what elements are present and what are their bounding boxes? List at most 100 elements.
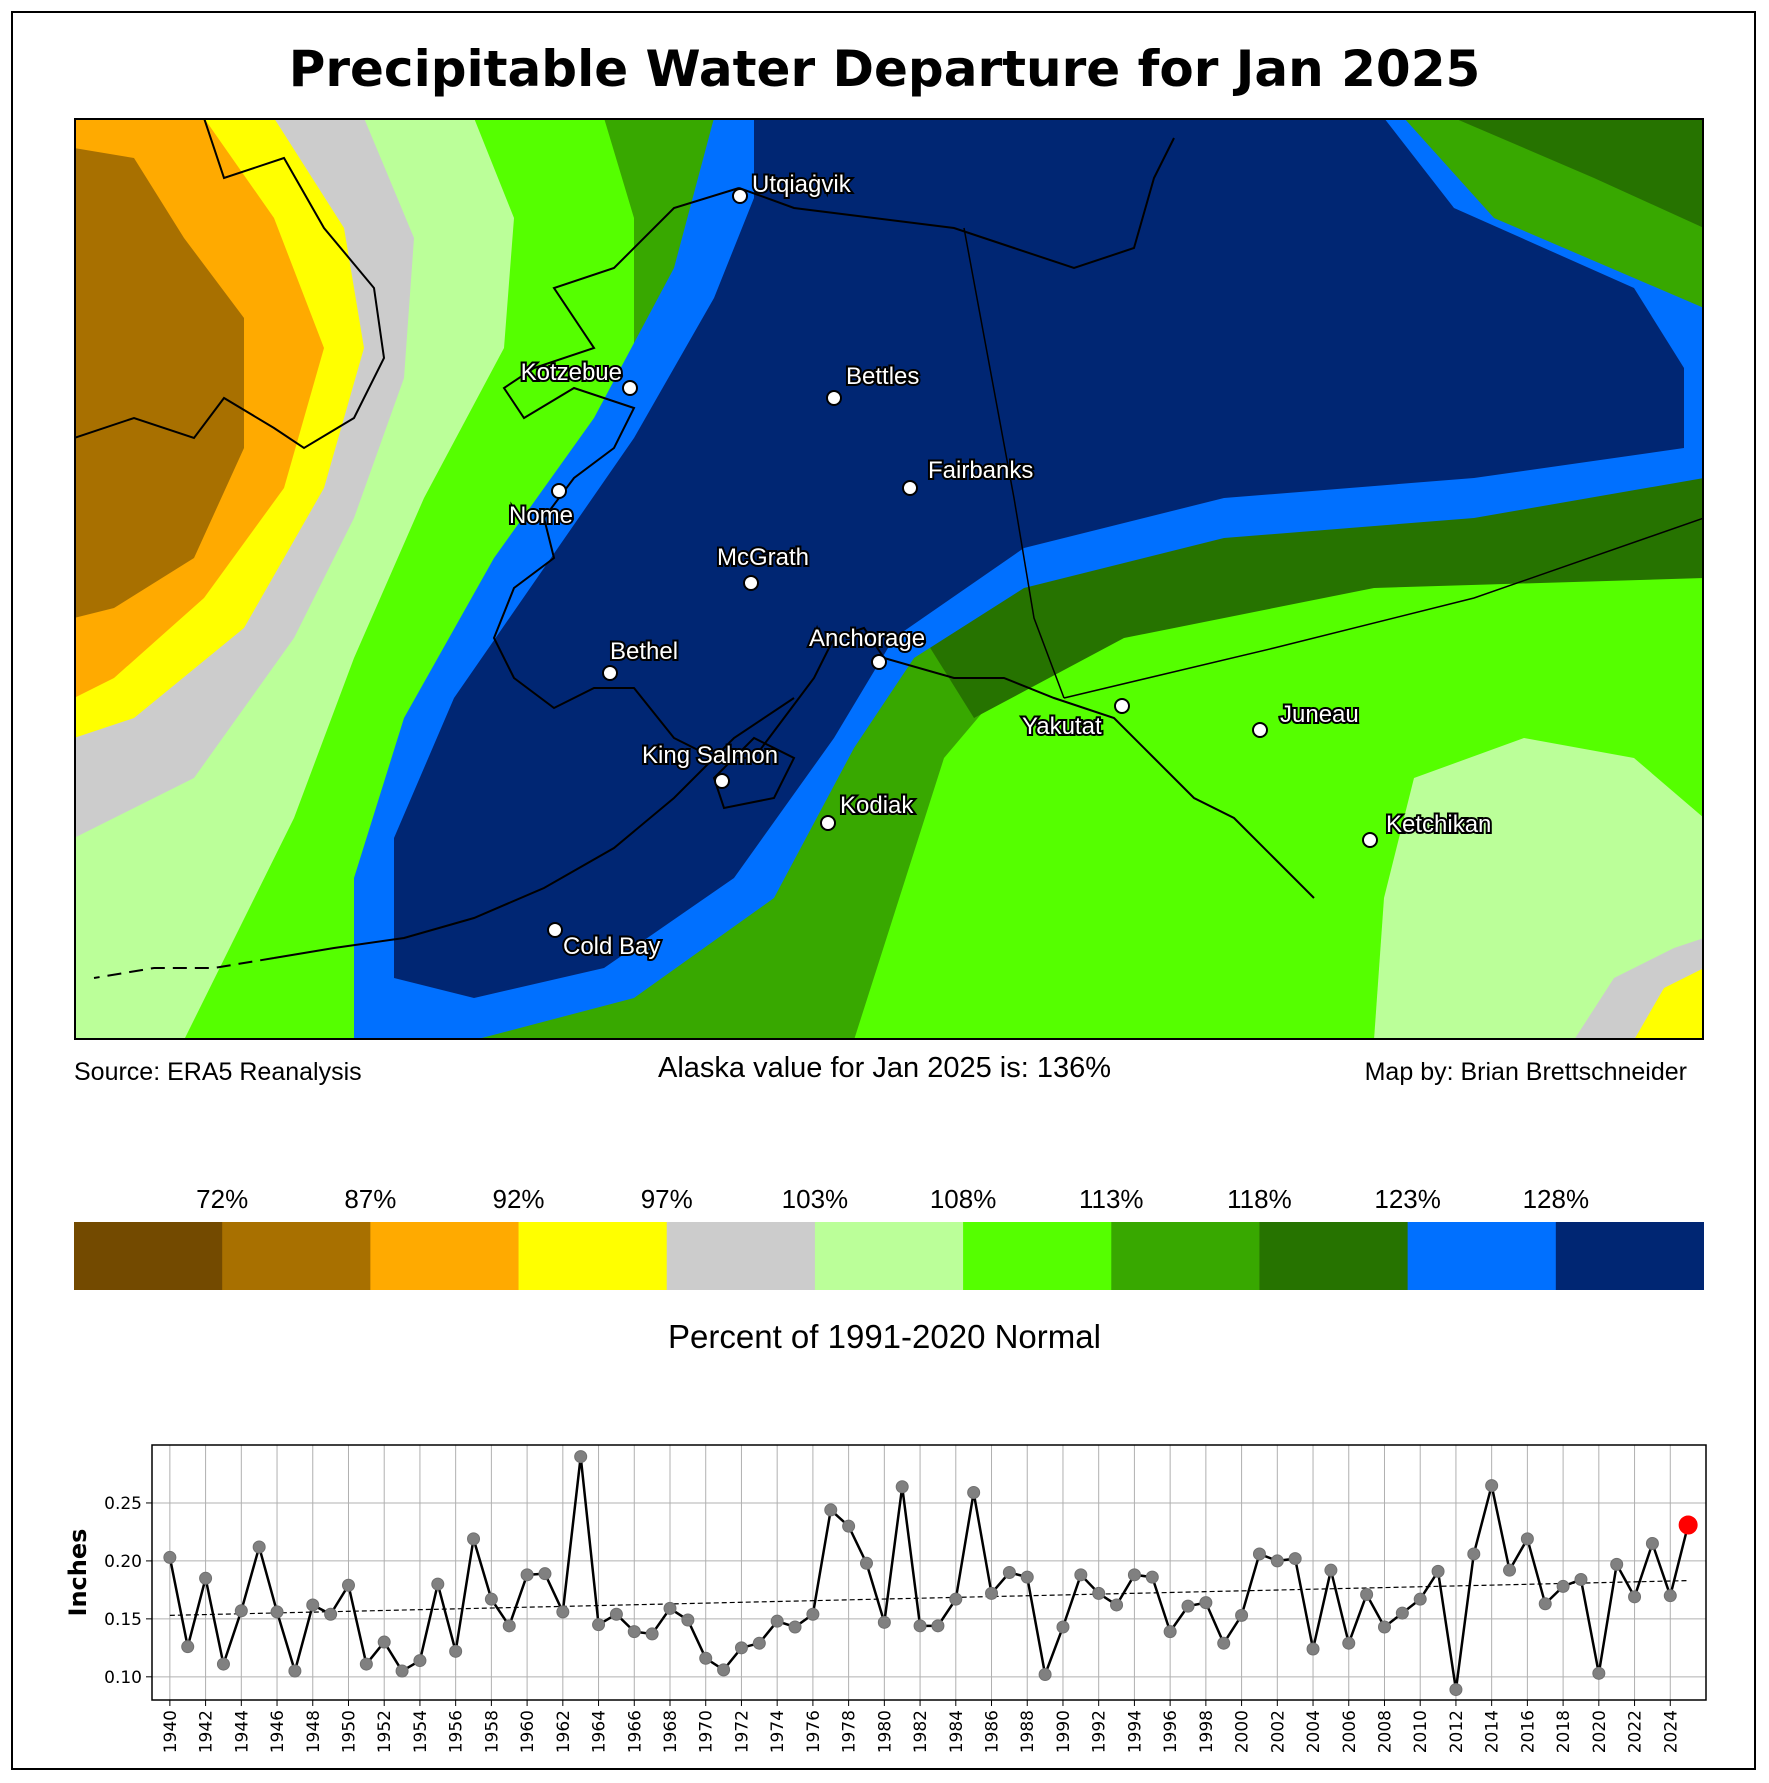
x-tick-label: 1948 (304, 1710, 324, 1753)
data-point (395, 1664, 409, 1678)
state-value-summary: Alaska value for Jan 2025 is: 136% (658, 1052, 1111, 1084)
data-point (1306, 1642, 1320, 1656)
city-marker: McGrath (715, 542, 811, 591)
y-tick-label: 0.15 (104, 1610, 142, 1630)
data-point (1538, 1597, 1552, 1611)
x-tick-label: 1984 (947, 1710, 967, 1753)
x-tick-label: 1986 (983, 1710, 1003, 1753)
data-point (1163, 1625, 1177, 1639)
legend-swatch (1407, 1222, 1557, 1290)
figure-frame (11, 11, 1756, 1770)
data-point (234, 1604, 248, 1618)
city-marker: Fairbanks (902, 455, 1035, 496)
x-tick-label: 1964 (590, 1710, 610, 1753)
data-point (1467, 1547, 1481, 1561)
aleutian-islands (93, 957, 275, 979)
data-point (1360, 1588, 1374, 1602)
data-point (484, 1592, 498, 1606)
x-tick-label: 2010 (1411, 1710, 1431, 1753)
x-tick-label: 1966 (625, 1710, 645, 1753)
color-legend: 72% 87% 92% 97% 103% 108% 113% 118% 123% 128% (74, 1184, 1704, 1290)
x-tick-label: 1982 (911, 1710, 931, 1753)
city-dot (714, 773, 730, 789)
time-series-chart: 0.10 0.15 0.20 0.25 1940 1942 1944 1946 1948 1950… (64, 1444, 1707, 1753)
data-point (1592, 1666, 1606, 1680)
city-dot (902, 480, 918, 496)
legend-swatch (1111, 1222, 1260, 1290)
x-tick-label: 1990 (1054, 1710, 1074, 1753)
city-marker: Kodiak (820, 790, 916, 831)
legend-tick-label: 118% (1227, 1184, 1292, 1214)
x-tick-label: 2002 (1268, 1710, 1288, 1753)
data-point (1074, 1568, 1088, 1582)
plot-area (151, 1444, 1707, 1701)
data-point (1342, 1636, 1356, 1650)
data-point (288, 1664, 302, 1678)
data-point (913, 1619, 927, 1633)
data-point (377, 1635, 391, 1649)
city-label: Yakutat (1022, 713, 1102, 740)
kodiak-island (712, 736, 796, 810)
data-point (341, 1578, 355, 1592)
x-tick-label: 1974 (768, 1710, 788, 1753)
x-tick-label: 1992 (1090, 1710, 1110, 1753)
legend-swatch (370, 1222, 520, 1290)
legend-tick-label: 108% (930, 1184, 997, 1214)
legend-tick-label: 103% (782, 1184, 849, 1214)
data-point (1217, 1636, 1231, 1650)
x-tick-label: 2000 (1233, 1710, 1253, 1753)
data-point (1056, 1620, 1070, 1634)
x-tick-label: 1998 (1197, 1710, 1217, 1753)
canada-border (963, 227, 1065, 699)
legend-tick-label: 72% (196, 1184, 248, 1214)
y-tick-label: 0.25 (104, 1494, 142, 1514)
city-dot (551, 483, 567, 499)
x-tick-label: 1940 (161, 1710, 181, 1753)
data-source: Source: ERA5 Reanalysis (74, 1058, 362, 1086)
x-tick-label: 2020 (1590, 1710, 1610, 1753)
province-border (1063, 517, 1704, 699)
data-point (627, 1625, 641, 1639)
data-point (734, 1641, 748, 1655)
x-tick-label: 1950 (339, 1710, 359, 1753)
data-point (163, 1550, 177, 1564)
data-point (806, 1607, 820, 1621)
legend-tick-label: 128% (1523, 1184, 1590, 1214)
data-point (1449, 1683, 1463, 1697)
data-point (663, 1601, 677, 1615)
x-tick-label: 1946 (268, 1710, 288, 1753)
data-point (1288, 1552, 1302, 1566)
x-tick-label: 1958 (482, 1710, 502, 1753)
data-point (877, 1615, 891, 1629)
city-marker: Juneau (1252, 699, 1361, 738)
city-dot (1114, 698, 1130, 714)
city-label: Ketchikan (1386, 811, 1491, 838)
x-tick-label: 1960 (518, 1710, 538, 1753)
data-point (609, 1607, 623, 1621)
city-marker: King Salmon (640, 740, 780, 789)
city-label: McGrath (717, 544, 809, 571)
page-title: Precipitable Water Departure for Jan 202… (288, 40, 1481, 98)
data-point (467, 1532, 481, 1546)
x-tick-label: 2014 (1483, 1710, 1503, 1753)
x-tick-label: 1988 (1018, 1710, 1038, 1753)
data-point (699, 1651, 713, 1665)
data-point (1235, 1608, 1249, 1622)
data-point (752, 1636, 766, 1650)
city-dot (602, 665, 618, 681)
data-point (1002, 1566, 1016, 1579)
data-point (859, 1556, 873, 1570)
city-marker: Utqiaġvik (732, 169, 854, 204)
data-point (1431, 1564, 1445, 1578)
data-point (306, 1598, 320, 1612)
x-tick-label: 2018 (1554, 1710, 1574, 1753)
legend-swatch (222, 1222, 371, 1290)
x-tick-label: 1952 (375, 1710, 395, 1753)
data-point (1413, 1592, 1427, 1606)
x-tick-label: 1968 (661, 1710, 681, 1753)
data-point (788, 1620, 802, 1634)
data-point (842, 1519, 856, 1533)
data-point (1199, 1596, 1213, 1610)
data-point (1485, 1479, 1499, 1493)
data-point (824, 1503, 838, 1517)
